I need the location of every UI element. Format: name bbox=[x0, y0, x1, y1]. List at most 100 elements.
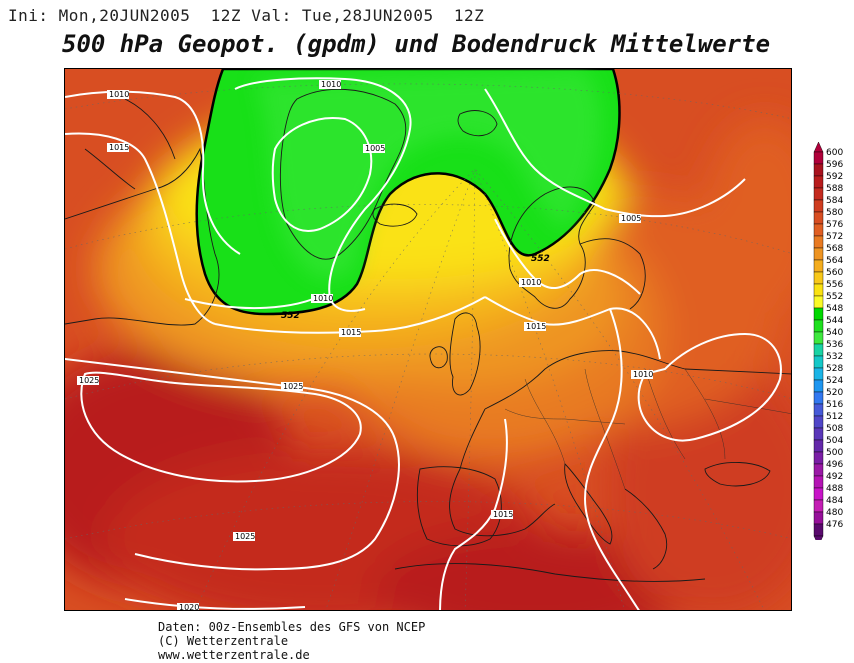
map-title: 500 hPa Geopot. (gpdm) und Bodendruck Mi… bbox=[62, 30, 771, 58]
weather-map: 1010 1010 1005 1015 1010 1015 bbox=[64, 68, 792, 611]
colorbar-cells bbox=[813, 141, 824, 547]
colorbar-cell bbox=[813, 523, 824, 537]
colorbar-cell bbox=[813, 163, 824, 177]
colorbar-tick-label: 552 bbox=[826, 292, 843, 302]
colorbar-cell bbox=[813, 331, 824, 345]
europe-coast bbox=[484, 350, 791, 410]
isobar-1015-west-line bbox=[65, 132, 216, 325]
colorbar-cell bbox=[813, 379, 824, 393]
colorbar-cell bbox=[813, 367, 824, 381]
isobar-1015-east-line bbox=[583, 308, 640, 610]
isobar-1015-uk: 1015 bbox=[341, 328, 361, 337]
footer-credits: Daten: 00z-Ensembles des GFS von NCEP (C… bbox=[158, 620, 425, 662]
isobar-label-1015-uk: 1015 bbox=[339, 328, 361, 337]
colorbar-tick-label: 560 bbox=[826, 268, 843, 278]
isobar-labels: 1010 1010 1005 1015 1010 1015 bbox=[77, 80, 653, 610]
isobar-1015-uk-line bbox=[214, 296, 486, 334]
isobar-1010-baltic: 1010 bbox=[521, 278, 541, 287]
colorbar-cell bbox=[813, 319, 824, 333]
isobar-label-1010-greenland: 1010 bbox=[319, 80, 341, 89]
colorbar-bottom-arrow bbox=[813, 535, 824, 547]
isobar-label-1010-atlantic: 1010 bbox=[107, 90, 129, 99]
isobar-label-1015-westcoast: 1015 bbox=[107, 143, 129, 152]
uk-coast bbox=[449, 312, 481, 396]
colorbar-tick-label: 548 bbox=[826, 304, 843, 314]
colorbar-cell bbox=[813, 235, 824, 249]
colorbar-tick-label: 516 bbox=[826, 400, 843, 410]
colorbar-tick-label: 528 bbox=[826, 364, 843, 374]
italy-coast bbox=[564, 463, 613, 545]
colorbar-tick-label: 532 bbox=[826, 352, 843, 362]
colorbar-cell bbox=[813, 283, 824, 297]
colorbar-cell bbox=[813, 223, 824, 237]
colorbar-tick-label: 576 bbox=[826, 220, 843, 230]
geopotential-552-label-east: 552 bbox=[531, 254, 550, 264]
colorbar-tick-label: 480 bbox=[826, 508, 843, 518]
isobar-1005-greenland-line bbox=[271, 117, 373, 232]
footer-data-source: Daten: 00z-Ensembles des GFS von NCEP bbox=[158, 620, 426, 634]
run-info-header: Ini: Mon,20JUN2005 12Z Val: Tue,28JUN200… bbox=[8, 6, 485, 25]
isobar-1020-bottom-line bbox=[124, 598, 306, 610]
colorbar-cell bbox=[813, 343, 824, 357]
colorbar-cell bbox=[813, 199, 824, 213]
colorbar-tick-label: 504 bbox=[826, 436, 843, 446]
isobar-label-1015-baltic: 1015 bbox=[524, 322, 546, 331]
colorbar-tick-label: 600 bbox=[826, 148, 843, 158]
colorbar-svg: 600 596 592 588 584 580 576 572 568 564 560 556 552 5… bbox=[813, 141, 843, 547]
colorbar-tick-label: 524 bbox=[826, 376, 843, 386]
isobar-1025-center-line bbox=[65, 358, 400, 571]
colorbar-cell bbox=[813, 295, 824, 309]
isobar-1010-balkans: 1010 bbox=[633, 370, 653, 379]
colorbar-cell bbox=[813, 391, 824, 405]
isobar-label-1020-bottom: 1020 bbox=[177, 603, 199, 610]
isobar-1015-baltic-line bbox=[484, 296, 661, 360]
colorbar-tick-label: 492 bbox=[826, 472, 843, 482]
colorbar-tick-label: 580 bbox=[826, 208, 843, 218]
colorbar-cell bbox=[813, 271, 824, 285]
isobar-1010-iceland: 1010 bbox=[313, 294, 333, 303]
canada-coast bbox=[65, 147, 220, 326]
colorbar-tick-label: 556 bbox=[826, 280, 843, 290]
colorbar-cell bbox=[813, 259, 824, 273]
isobar-1010-greenland: 1010 bbox=[321, 80, 341, 89]
colorbar-tick-label: 544 bbox=[826, 316, 843, 326]
colorbar-tick-label: 592 bbox=[826, 172, 843, 182]
isobar-1005-greenland: 1005 bbox=[365, 144, 385, 153]
isobar-label-1005-scandinavia: 1005 bbox=[619, 214, 641, 223]
colorbar-tick-labels: 600 596 592 588 584 580 576 572 568 564 560 556 552 5… bbox=[826, 148, 843, 530]
isobar-label-1025-south: 1025 bbox=[233, 532, 255, 541]
isobar-label-1005-greenland: 1005 bbox=[363, 144, 385, 153]
iberia-coast bbox=[416, 466, 502, 547]
colorbar-tick-label: 536 bbox=[826, 340, 843, 350]
colorbar-tick-label: 588 bbox=[826, 184, 843, 194]
colorbar-top-arrow bbox=[813, 141, 824, 153]
isobar-label-1025-west: 1025 bbox=[77, 376, 99, 385]
colorbar-tick-label: 568 bbox=[826, 244, 843, 254]
isobar-1010-baltic-line bbox=[494, 218, 641, 295]
colorbar-cell bbox=[813, 211, 824, 225]
colorbar-tick-label: 564 bbox=[826, 256, 843, 266]
isobar-1010-atlantic: 1010 bbox=[109, 90, 129, 99]
colorbar-tick-label: 520 bbox=[826, 388, 843, 398]
colorbar-cell bbox=[813, 307, 824, 321]
north-africa-coast bbox=[394, 563, 706, 582]
colorbar-tick-label: 508 bbox=[826, 424, 843, 434]
isobar-1015-iberia-line bbox=[439, 418, 508, 610]
colorbar-cell bbox=[813, 247, 824, 261]
geopotential-552-label-west: 552 bbox=[281, 311, 300, 321]
colorbar-tick-label: 512 bbox=[826, 412, 843, 422]
isobar-1005-scandinavia-line bbox=[484, 88, 746, 218]
colorbar-tick-label: 484 bbox=[826, 496, 843, 506]
colorbar-cell bbox=[813, 151, 824, 165]
isobar-1025-west: 1025 bbox=[79, 376, 99, 385]
colorbar-tick-label: 596 bbox=[826, 160, 843, 170]
colorbar-tick-label: 476 bbox=[826, 520, 843, 530]
isobar-label-1010-baltic: 1010 bbox=[519, 278, 541, 287]
colorbar-tick-label: 584 bbox=[826, 196, 843, 206]
isobar-1025-west-line bbox=[80, 371, 362, 483]
isobar-label-1015-iberia: 1015 bbox=[491, 510, 513, 519]
colorbar-cell bbox=[813, 499, 824, 513]
colorbar-cell bbox=[813, 451, 824, 465]
colorbar-cell bbox=[813, 187, 824, 201]
geopotential-field bbox=[65, 69, 791, 610]
